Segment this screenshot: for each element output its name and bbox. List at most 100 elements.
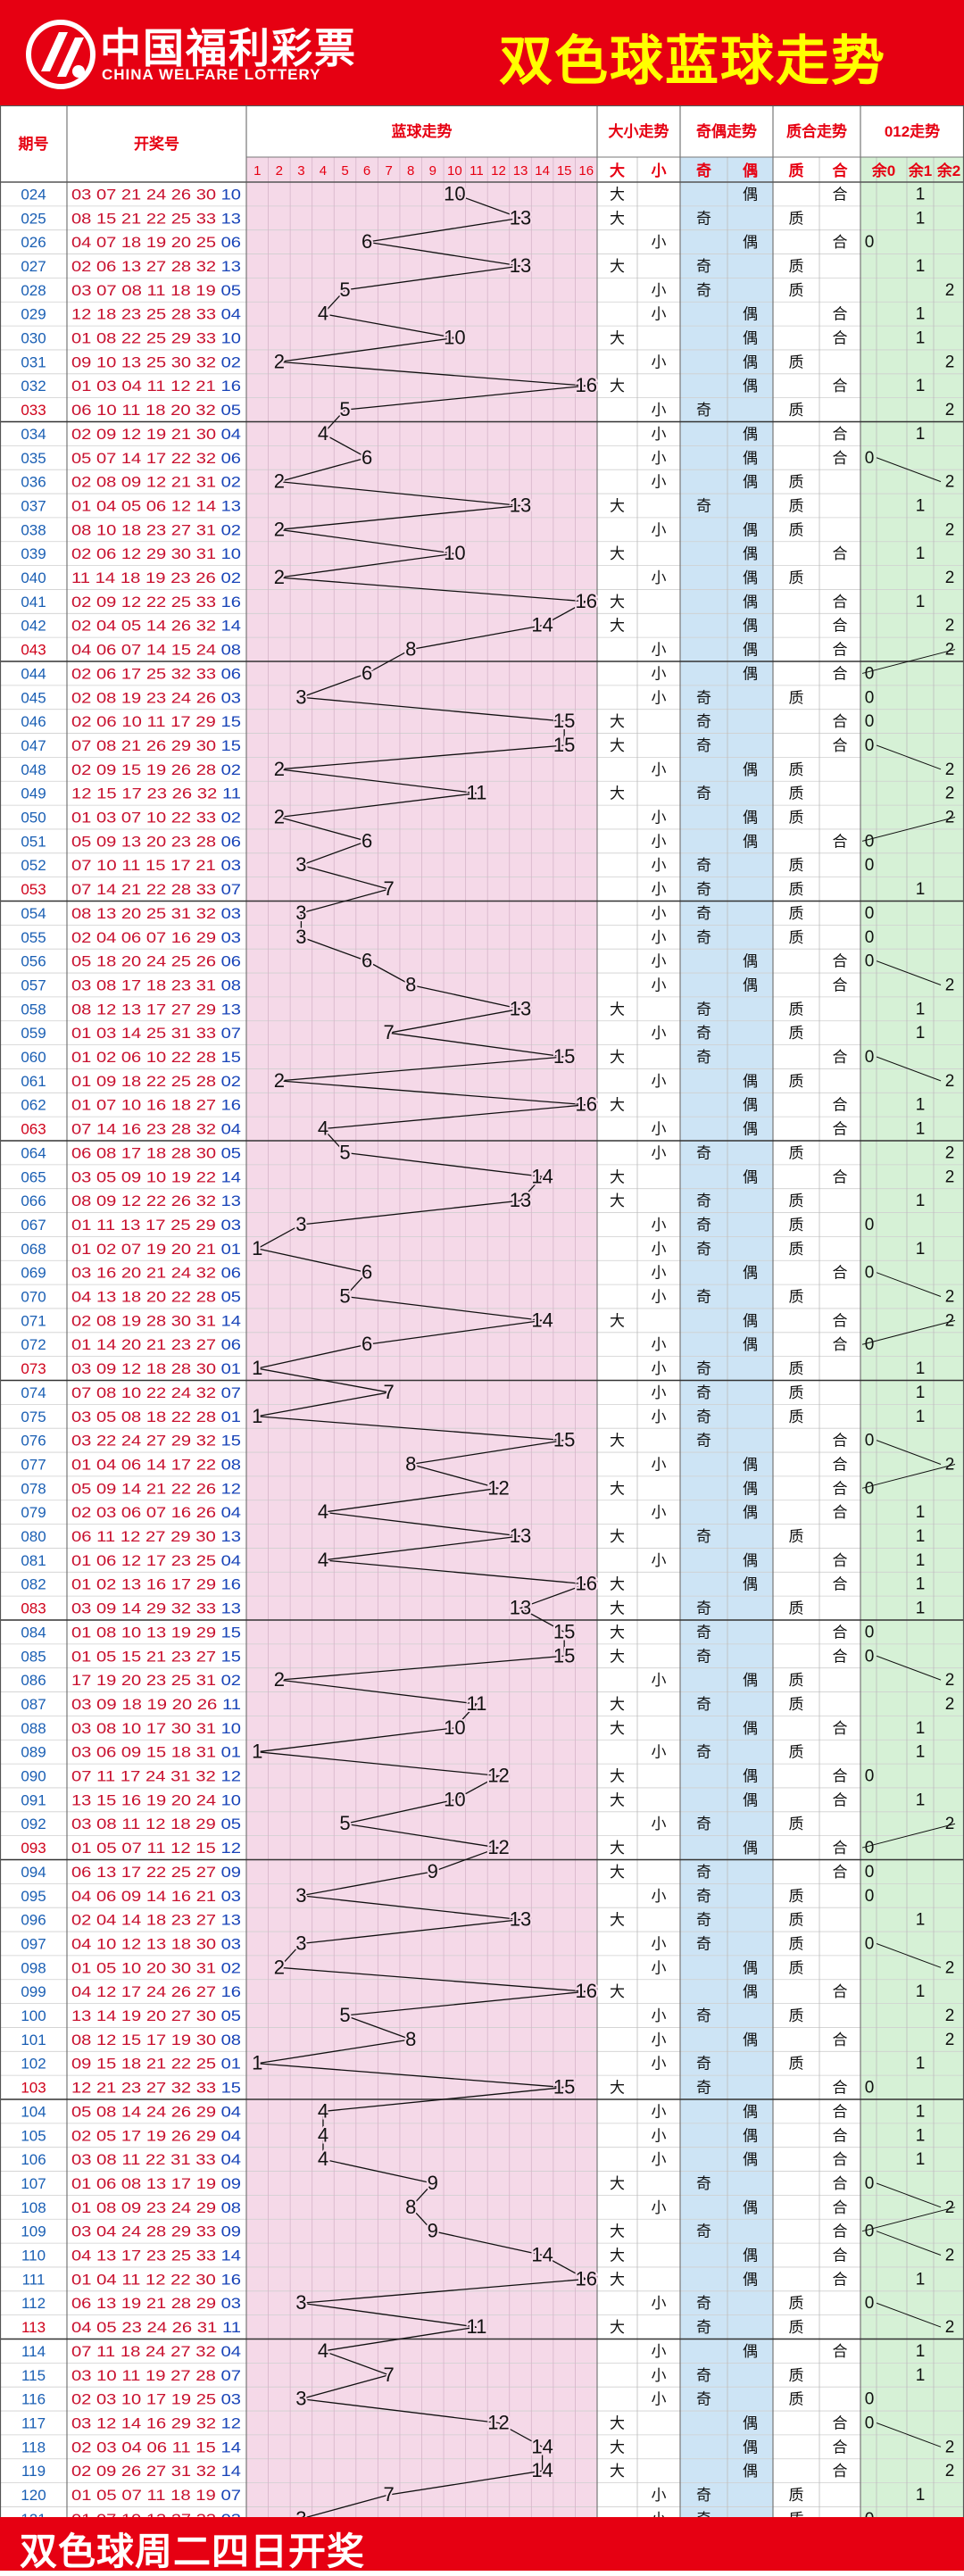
issue-number: 090 [21,1768,46,1785]
prime-composite-mark: 质 [789,1384,804,1401]
odd-even-mark: 偶 [743,810,758,827]
draw-numbers: 06 13 19 21 28 29 03 [71,2296,241,2312]
mod-012-value: 2 [945,1671,955,1690]
issue-number: 030 [21,330,46,347]
blue-ball-value: 3 [295,2291,306,2314]
big-small-mark: 小 [652,1935,667,1952]
big-small-mark: 小 [652,857,667,874]
draw-numbers: 05 18 20 24 25 26 06 [71,954,241,970]
issue-number: 093 [21,1840,46,1857]
draw-numbers: 02 09 12 22 25 33 16 [71,594,241,611]
mod-012-value: 0 [865,2174,875,2193]
odd-even-mark: 奇 [696,1192,711,1209]
blue-ball-value: 4 [318,422,328,445]
mod-012-value: 0 [865,1335,875,1354]
prime-composite-mark: 质 [789,857,804,874]
draw-numbers: 03 05 08 18 22 28 01 [71,1409,241,1425]
blue-ball-value: 4 [318,303,328,325]
big-small-mark: 大 [610,1600,625,1617]
big-small-mark: 大 [610,1983,625,2000]
odd-even-mark: 偶 [743,642,758,659]
mod-012-value: 2 [945,569,955,587]
draw-numbers: 01 03 14 25 31 33 07 [71,1026,241,1042]
mod-012-value: 0 [865,1216,875,1234]
big-small-mark: 小 [652,2056,667,2073]
odd-even-mark: 奇 [696,1408,711,1425]
blue-ball-value: 8 [405,973,416,995]
big-small-mark: 大 [610,186,625,203]
draw-numbers: 01 04 11 12 22 30 16 [71,2272,241,2288]
issue-number: 083 [21,1600,46,1617]
issue-number: 105 [21,2127,46,2144]
blue-ball-value: 2 [274,518,285,540]
blue-ball-value: 9 [428,1860,438,1882]
blue-ball-value: 3 [295,926,306,948]
prime-composite-mark: 质 [789,2487,804,2504]
prime-composite-mark: 质 [789,497,804,514]
big-small-mark: 小 [652,2032,667,2048]
ball-number-header: 7 [385,163,392,179]
mod-012-value: 1 [916,377,926,395]
prime-composite-mark: 合 [833,1720,848,1737]
odd-even-mark: 奇 [696,785,711,802]
issue-number: 117 [21,2414,46,2431]
odd-even-mark: 奇 [696,1912,711,1929]
odd-even-mark: 偶 [743,1168,758,1185]
odd-even-mark: 偶 [743,1791,758,1808]
mod-012-value: 2 [945,1072,955,1091]
big-small-mark: 大 [610,1192,625,1209]
prime-composite-mark: 质 [789,881,804,898]
mod-012-value: 1 [916,1359,926,1378]
mod-012-value: 0 [865,2294,875,2313]
issue-number: 112 [21,2295,46,2312]
prime-composite-mark: 合 [833,234,848,251]
header-blue-trend: 蓝球走势 [392,122,453,140]
big-small-mark: 小 [652,1073,667,1090]
odd-even-mark: 奇 [696,1144,711,1161]
mod-012-value: 0 [865,856,875,875]
blue-ball-value: 5 [339,1285,350,1308]
blue-ball-value: 5 [339,1141,350,1163]
odd-even-mark: 偶 [743,1073,758,1090]
big-small-mark: 小 [652,2391,667,2408]
issue-number: 096 [21,1912,46,1929]
draw-numbers: 03 04 24 28 29 33 09 [71,2224,241,2240]
mod-012-value: 0 [865,688,875,707]
draw-numbers: 09 10 13 25 30 32 02 [71,354,241,370]
mod-012-trend-segment [876,2302,942,2328]
mod-012-value: 1 [916,1600,926,1618]
odd-even-mark: 偶 [743,1121,758,1138]
odd-even-mark: 偶 [743,1336,758,1353]
blue-ball-value: 1 [252,1741,262,1763]
prime-composite-mark: 质 [789,1360,804,1377]
footer-bar: 双色球周二四日开奖 [0,2517,964,2572]
header-mod1: 余1 [908,162,932,179]
prime-composite-mark: 合 [833,330,848,347]
odd-even-mark: 奇 [696,2223,711,2240]
blue-ball-value: 3 [295,853,306,876]
odd-even-mark: 偶 [743,833,758,850]
blue-ball-value: 3 [295,2507,306,2517]
prime-composite-mark: 质 [789,1192,804,1209]
mod-012-value: 0 [865,952,875,971]
mod-012-value: 2 [945,641,955,660]
big-small-mark: 小 [652,976,667,993]
mod-012-value: 1 [916,2150,926,2169]
odd-even-mark: 奇 [696,1360,711,1377]
issue-number: 025 [21,210,46,227]
odd-even-mark: 偶 [743,1983,758,2000]
big-small-mark: 小 [652,426,667,443]
big-small-mark: 小 [652,1504,667,1521]
header-big: 大 [610,162,625,179]
odd-even-mark: 偶 [743,1672,758,1689]
prime-composite-mark: 质 [789,785,804,802]
big-small-mark: 大 [610,1576,625,1593]
draw-numbers: 03 07 21 24 26 30 10 [71,187,241,203]
mod-012-value: 2 [945,2198,955,2217]
issue-number: 081 [21,1552,46,1569]
prime-composite-mark: 质 [789,1025,804,1042]
odd-even-mark: 偶 [743,1480,758,1497]
issue-number: 052 [21,857,46,874]
big-small-mark: 小 [652,2367,667,2384]
odd-even-mark: 奇 [696,1935,711,1952]
